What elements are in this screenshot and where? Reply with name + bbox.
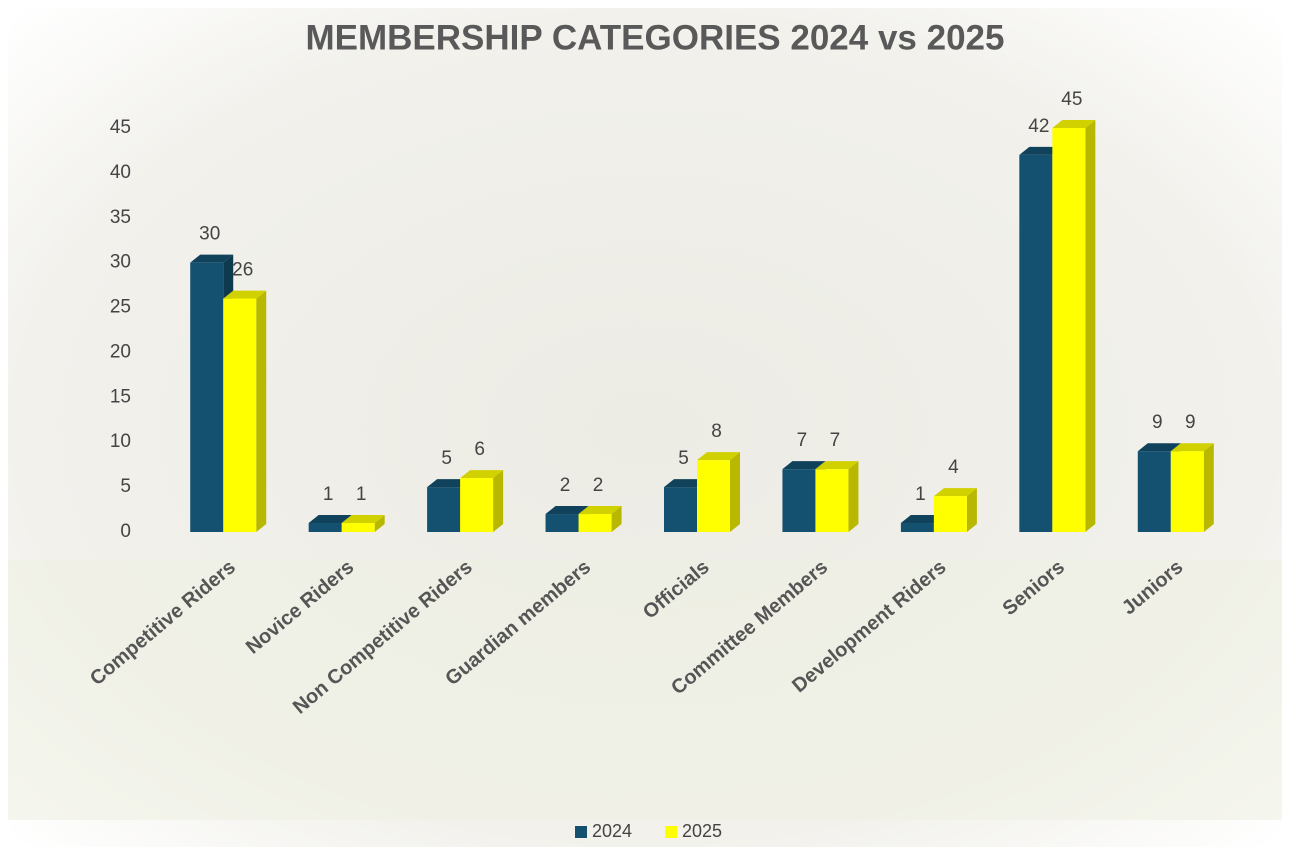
bar bbox=[697, 452, 740, 532]
legend-swatch bbox=[665, 826, 677, 838]
bar bbox=[1052, 120, 1096, 532]
bar bbox=[578, 506, 622, 532]
bar-top bbox=[578, 506, 622, 515]
bar-front bbox=[578, 514, 612, 532]
data-label: 1 bbox=[356, 484, 367, 505]
y-tick-label: 15 bbox=[110, 386, 131, 407]
data-label: 9 bbox=[1152, 412, 1163, 433]
data-label: 2 bbox=[560, 475, 571, 496]
bar-side bbox=[966, 488, 977, 532]
bar-side bbox=[611, 506, 622, 532]
legend-label: 2025 bbox=[682, 821, 722, 841]
bar-top bbox=[900, 515, 944, 524]
bar bbox=[460, 470, 504, 532]
y-tick-label: 10 bbox=[110, 431, 131, 452]
data-label: 8 bbox=[711, 421, 722, 442]
bar-top bbox=[697, 452, 740, 461]
data-label: 6 bbox=[474, 439, 485, 460]
bar-front bbox=[1019, 154, 1053, 532]
bar-top bbox=[308, 515, 352, 524]
bar-side bbox=[730, 452, 740, 532]
bar-front bbox=[545, 514, 579, 532]
y-tick-label: 35 bbox=[110, 207, 131, 228]
data-label: 42 bbox=[1028, 116, 1049, 137]
bar-top bbox=[341, 515, 385, 524]
data-label: 7 bbox=[830, 430, 841, 451]
bar-top bbox=[427, 479, 471, 488]
data-label: 9 bbox=[1185, 412, 1196, 433]
bar-top bbox=[1170, 443, 1214, 452]
y-tick-label: 25 bbox=[110, 297, 131, 318]
bar-front bbox=[1052, 128, 1086, 532]
data-label: 5 bbox=[678, 448, 689, 469]
bar-front bbox=[815, 469, 849, 532]
data-label: 45 bbox=[1061, 89, 1082, 110]
bar bbox=[223, 290, 267, 532]
bar-top bbox=[1019, 146, 1063, 155]
bar-front bbox=[190, 262, 224, 532]
data-label: 1 bbox=[323, 484, 334, 505]
bar bbox=[341, 515, 385, 532]
bar-top bbox=[782, 461, 826, 470]
bar-top bbox=[933, 488, 977, 497]
bar-front bbox=[308, 523, 342, 532]
data-label: 2 bbox=[593, 475, 604, 496]
bar-side bbox=[1203, 443, 1214, 532]
bar-top bbox=[1052, 120, 1096, 128]
y-tick-label: 30 bbox=[110, 252, 131, 273]
bar-side bbox=[256, 290, 267, 532]
bar-top bbox=[1137, 443, 1181, 452]
bar-side bbox=[848, 461, 859, 532]
data-label: 26 bbox=[232, 260, 253, 281]
bar-front bbox=[223, 298, 257, 532]
data-label: 7 bbox=[797, 430, 808, 451]
ground-tint bbox=[8, 560, 1282, 820]
bar-top bbox=[460, 470, 504, 479]
data-label: 5 bbox=[441, 448, 452, 469]
bar-side bbox=[1085, 120, 1096, 532]
bar-front bbox=[1170, 451, 1204, 532]
bar-top bbox=[190, 254, 234, 263]
chart-title: MEMBERSHIP CATEGORIES 2024 vs 2025 bbox=[306, 18, 1005, 57]
legend-label: 2024 bbox=[592, 821, 632, 841]
bar-side bbox=[493, 470, 504, 532]
bar-top bbox=[223, 290, 267, 299]
bar-front bbox=[933, 496, 967, 532]
bar-front bbox=[1137, 451, 1171, 532]
bar-front bbox=[697, 460, 730, 532]
bar-top bbox=[664, 479, 707, 488]
y-tick-label: 20 bbox=[110, 341, 131, 362]
bar-front bbox=[427, 487, 461, 532]
bar-side bbox=[374, 515, 385, 532]
legend-swatch bbox=[575, 826, 587, 838]
data-label: 30 bbox=[199, 224, 220, 245]
bar-front bbox=[782, 469, 816, 532]
bar bbox=[1170, 443, 1214, 532]
bar-top bbox=[545, 506, 589, 515]
y-tick-label: 45 bbox=[110, 117, 131, 138]
bar bbox=[933, 488, 977, 532]
y-tick-label: 0 bbox=[120, 521, 131, 542]
y-tick-label: 40 bbox=[110, 162, 131, 183]
bar-top bbox=[815, 461, 859, 470]
bar-front bbox=[341, 523, 375, 532]
bar-front bbox=[664, 487, 697, 532]
data-label: 1 bbox=[915, 484, 926, 505]
bar-front bbox=[460, 478, 494, 532]
bar bbox=[815, 461, 859, 532]
y-tick-label: 5 bbox=[120, 476, 131, 497]
data-label: 4 bbox=[948, 457, 959, 478]
bar-front bbox=[900, 523, 934, 532]
